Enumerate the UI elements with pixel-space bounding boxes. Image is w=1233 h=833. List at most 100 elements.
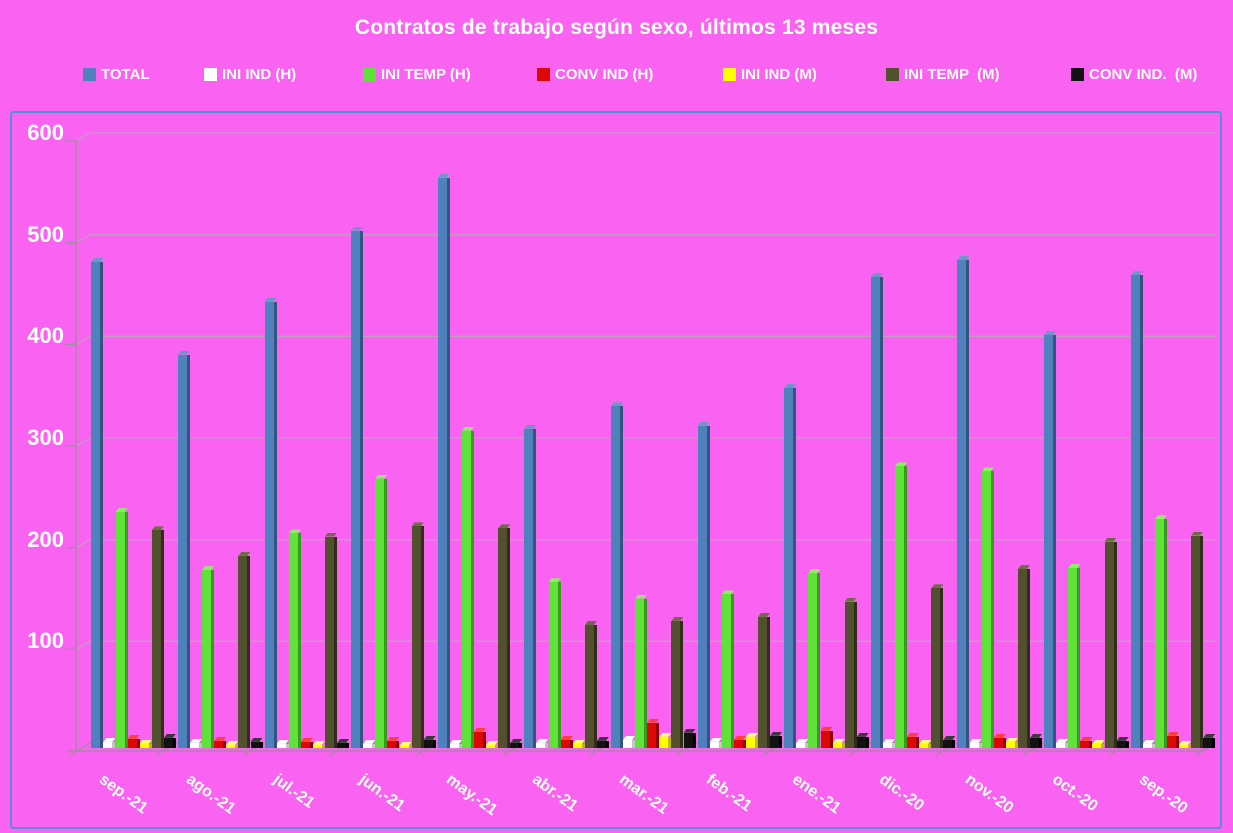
bar-ini-temp-h--nov-20[interactable]	[981, 467, 994, 748]
bar-total-ago-21[interactable]	[177, 350, 190, 748]
bar-ini-temp-m--jul-21[interactable]	[325, 532, 338, 748]
bar-ini-ind-m--oct-20[interactable]	[1092, 739, 1105, 748]
bar-ini-temp-m--ene-21[interactable]	[844, 597, 857, 748]
bar-total-jul-21[interactable]	[264, 297, 277, 748]
bar-ini-temp-h--ago-21[interactable]	[202, 566, 215, 748]
legend-item-3[interactable]: INI TEMP (H)	[363, 66, 471, 83]
bar-ini-temp-m--abr-21[interactable]	[584, 620, 597, 748]
bar-ini-ind-h--abr-21[interactable]	[536, 738, 549, 748]
bar-total-sep-21[interactable]	[91, 258, 104, 748]
bar-ini-ind-h--oct-20[interactable]	[1056, 738, 1069, 748]
bar-ini-temp-h--sep-20[interactable]	[1154, 515, 1167, 748]
bar-ini-temp-h--abr-21[interactable]	[548, 578, 561, 748]
bar-total-mar-21[interactable]	[610, 402, 623, 748]
bar-ini-temp-h--jul-21[interactable]	[288, 529, 301, 748]
bar-conv-ind-m--ene-21[interactable]	[856, 732, 869, 748]
bar-ini-temp-h--oct-20[interactable]	[1068, 564, 1081, 748]
bar-ini-temp-m--mar-21[interactable]	[671, 616, 684, 748]
bar-conv-ind-m--feb-21[interactable]	[770, 731, 783, 748]
bar-conv-ind-m--jul-21[interactable]	[337, 738, 350, 748]
bar-conv-ind-m--sep-21[interactable]	[163, 733, 176, 748]
bar-total-dic-20[interactable]	[870, 273, 883, 748]
bar-total-nov-20[interactable]	[957, 256, 970, 748]
bar-ini-ind-h--sep-21[interactable]	[103, 737, 116, 748]
bar-ini-temp-h--feb-21[interactable]	[721, 590, 734, 748]
bar-conv-ind-h--oct-20[interactable]	[1080, 736, 1093, 748]
bar-ini-ind-h--dic-20[interactable]	[882, 738, 895, 748]
bar-ini-ind-h--nov-20[interactable]	[969, 738, 982, 748]
bar-ini-temp-m--ago-21[interactable]	[238, 551, 251, 748]
bar-ini-temp-h--may-21[interactable]	[461, 426, 474, 748]
bar-ini-temp-m--feb-21[interactable]	[758, 612, 771, 748]
bar-ini-temp-h--mar-21[interactable]	[635, 594, 648, 748]
bar-ini-ind-h--sep-20[interactable]	[1142, 739, 1155, 748]
bar-ini-ind-h--feb-21[interactable]	[709, 737, 722, 748]
bar-conv-ind-h--sep-21[interactable]	[127, 734, 140, 748]
bar-conv-ind-m--mar-21[interactable]	[683, 728, 696, 748]
legend-item-5[interactable]: INI IND (M)	[723, 66, 817, 83]
bar-ini-temp-m--nov-20[interactable]	[1017, 565, 1030, 748]
bar-ini-ind-m--sep-21[interactable]	[139, 739, 152, 748]
bar-ini-ind-h--ene-21[interactable]	[796, 738, 809, 748]
bar-ini-ind-m--jun-21[interactable]	[399, 741, 412, 748]
legend-item-6[interactable]: INI TEMP (M)	[886, 66, 1000, 83]
bar-ini-ind-m--ago-21[interactable]	[226, 740, 239, 748]
bar-conv-ind-m--ago-21[interactable]	[250, 737, 263, 748]
bar-ini-ind-h--jun-21[interactable]	[363, 739, 376, 748]
bar-ini-ind-m--sep-20[interactable]	[1179, 740, 1192, 748]
bar-ini-ind-h--mar-21[interactable]	[623, 735, 636, 748]
bar-conv-ind-h--sep-20[interactable]	[1166, 731, 1179, 748]
bar-conv-ind-h--ago-21[interactable]	[214, 736, 227, 748]
bar-ini-ind-m--may-21[interactable]	[486, 740, 499, 748]
bar-conv-ind-h--jul-21[interactable]	[300, 737, 313, 748]
bar-conv-ind-h--feb-21[interactable]	[733, 735, 746, 748]
bar-ini-ind-h--ago-21[interactable]	[190, 738, 202, 748]
bar-ini-ind-m--abr-21[interactable]	[572, 739, 585, 748]
bar-conv-ind-h--dic-20[interactable]	[907, 732, 920, 748]
bar-ini-temp-h--jun-21[interactable]	[375, 474, 388, 748]
bar-ini-temp-h--sep-21[interactable]	[115, 508, 128, 748]
bar-total-jun-21[interactable]	[351, 226, 364, 748]
bar-ini-ind-m--dic-20[interactable]	[919, 739, 932, 748]
bar-ini-temp-m--dic-20[interactable]	[931, 584, 944, 748]
bar-total-oct-20[interactable]	[1044, 331, 1057, 748]
bar-conv-ind-m--nov-20[interactable]	[1030, 733, 1043, 748]
bar-ini-temp-m--may-21[interactable]	[498, 524, 511, 748]
bar-conv-ind-h--mar-21[interactable]	[647, 718, 660, 748]
bar-conv-ind-h--may-21[interactable]	[474, 727, 487, 748]
bar-conv-ind-m--jun-21[interactable]	[423, 735, 436, 748]
legend-item-7[interactable]: CONV IND. (M)	[1071, 66, 1197, 83]
bar-ini-ind-h--may-21[interactable]	[449, 739, 462, 748]
bar-ini-ind-m--nov-20[interactable]	[1005, 737, 1018, 748]
bar-ini-temp-m--sep-20[interactable]	[1191, 531, 1204, 748]
bar-total-abr-21[interactable]	[524, 424, 537, 748]
bar-ini-ind-m--jul-21[interactable]	[312, 740, 325, 748]
bar-front-face	[1166, 735, 1179, 748]
bar-total-ene-21[interactable]	[784, 384, 797, 748]
legend-item-2[interactable]: INI IND (H)	[204, 66, 296, 83]
bar-ini-temp-h--ene-21[interactable]	[808, 569, 821, 748]
bar-conv-ind-h--abr-21[interactable]	[560, 735, 573, 748]
bar-conv-ind-m--may-21[interactable]	[510, 738, 523, 748]
bar-conv-ind-h--nov-20[interactable]	[993, 733, 1006, 748]
bar-ini-temp-m--sep-21[interactable]	[151, 526, 164, 748]
bar-ini-temp-m--oct-20[interactable]	[1104, 537, 1117, 748]
bar-total-feb-21[interactable]	[697, 421, 710, 748]
bar-conv-ind-h--jun-21[interactable]	[387, 736, 400, 748]
bar-ini-temp-m--jun-21[interactable]	[411, 522, 424, 748]
bar-conv-ind-h--ene-21[interactable]	[820, 726, 833, 748]
legend-item-4[interactable]: CONV IND (H)	[537, 66, 653, 83]
bar-ini-temp-h--dic-20[interactable]	[895, 462, 908, 748]
legend-item-1[interactable]: TOTAL	[83, 66, 150, 83]
bar-ini-ind-m--mar-21[interactable]	[659, 732, 672, 748]
bar-conv-ind-m--dic-20[interactable]	[943, 735, 956, 748]
bar-conv-ind-m--abr-21[interactable]	[596, 736, 609, 748]
bar-ini-ind-m--ene-21[interactable]	[832, 738, 845, 748]
bar-conv-ind-m--oct-20[interactable]	[1116, 736, 1129, 748]
bar-top-face	[1092, 739, 1105, 744]
bar-ini-ind-m--feb-21[interactable]	[746, 732, 758, 748]
bar-total-sep-20[interactable]	[1130, 271, 1143, 748]
bar-ini-ind-h--jul-21[interactable]	[276, 739, 289, 748]
bar-conv-ind-m--sep-20[interactable]	[1203, 733, 1216, 748]
bar-total-may-21[interactable]	[437, 173, 450, 748]
